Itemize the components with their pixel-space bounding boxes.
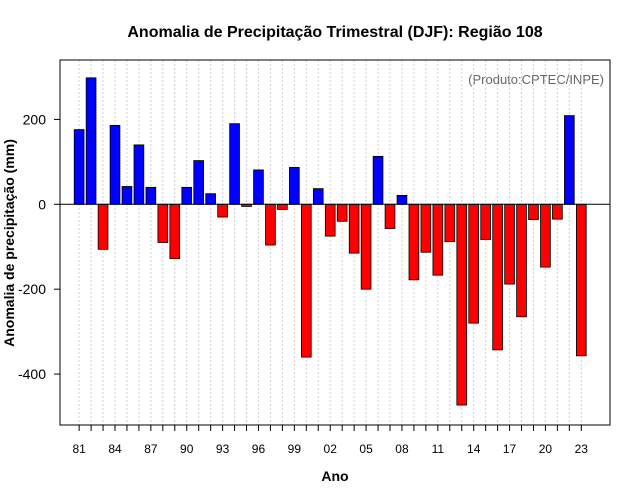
y-axis-title: Anomalia de precipitação (mm) <box>1 139 17 347</box>
bar-2009 <box>408 203 420 281</box>
bar-1989 <box>169 203 181 260</box>
bar-1996 <box>253 169 264 205</box>
chart-title: Anomalia de Precipitação Trimestral (DJF… <box>127 24 542 41</box>
y-tick-label-200: 200 <box>23 111 47 127</box>
bar-2019 <box>528 203 539 220</box>
bar-1984 <box>109 124 121 205</box>
bar-1985 <box>121 186 133 205</box>
bar-2014 <box>468 203 479 324</box>
bar-2001 <box>312 188 324 205</box>
x-tick-label-90: 90 <box>180 442 194 456</box>
bar-2011 <box>432 203 444 276</box>
x-tick-label-87: 87 <box>144 442 158 456</box>
x-tick-label-93: 93 <box>216 442 230 456</box>
x-axis-title: Ano <box>321 468 348 484</box>
x-tick-label-96: 96 <box>252 442 266 456</box>
bar-1986 <box>133 144 145 205</box>
y-tick-label--400: -400 <box>18 366 46 382</box>
bar-2012 <box>444 203 456 243</box>
bar-2015 <box>480 203 491 240</box>
bar-2023 <box>576 203 587 357</box>
bar-2016 <box>492 203 503 351</box>
bar-2021 <box>552 203 563 220</box>
x-tick-label-14: 14 <box>467 442 481 456</box>
bar-1987 <box>145 186 157 205</box>
bar-1998 <box>277 203 288 210</box>
x-tick-label-23: 23 <box>575 442 589 456</box>
bar-2018 <box>516 203 527 318</box>
y-tick-label--200: -200 <box>18 281 46 297</box>
bar-1990 <box>181 186 193 205</box>
bar-1991 <box>193 160 204 205</box>
bar-1993 <box>217 203 228 218</box>
bar-1981 <box>73 129 85 205</box>
bar-2008 <box>396 194 408 205</box>
bar-2013 <box>456 203 468 406</box>
x-tick-label-02: 02 <box>324 442 338 456</box>
bar-2007 <box>384 203 396 229</box>
bar-2003 <box>336 203 348 222</box>
bar-2006 <box>372 155 384 205</box>
bar-2022 <box>564 115 575 205</box>
bar-2010 <box>420 203 432 253</box>
bar-1994 <box>229 123 240 205</box>
bar-2004 <box>348 203 360 254</box>
source-annotation: (Produto:CPTEC/INPE) <box>468 72 604 87</box>
y-axis: -400 -200 0 200 <box>18 111 61 382</box>
plot-frame <box>59 59 611 426</box>
x-tick-label-99: 99 <box>288 442 302 456</box>
bars <box>73 77 587 406</box>
bar-1982 <box>85 77 97 205</box>
bar-1983 <box>97 203 109 250</box>
y-tick-label-0: 0 <box>38 196 46 212</box>
bar-2002 <box>324 203 336 237</box>
x-axis: 81 84 87 90 93 96 99 02 05 08 11 14 17 20 23 <box>72 424 589 456</box>
bar-2005 <box>360 203 372 290</box>
x-tick-label-05: 05 <box>359 442 373 456</box>
bar-1988 <box>157 203 169 243</box>
bar-2000 <box>301 203 312 358</box>
bar-1992 <box>205 193 216 205</box>
x-tick-label-17: 17 <box>503 442 517 456</box>
x-tick-label-11: 11 <box>432 442 445 456</box>
bar-2017 <box>504 203 515 285</box>
bar-1997 <box>265 203 276 246</box>
x-tick-label-84: 84 <box>108 442 122 456</box>
x-tick-label-20: 20 <box>539 442 553 456</box>
bar-1999 <box>289 166 300 205</box>
x-tick-label-81: 81 <box>72 442 86 456</box>
x-tick-label-08: 08 <box>395 442 409 456</box>
bar-2020 <box>540 203 551 268</box>
